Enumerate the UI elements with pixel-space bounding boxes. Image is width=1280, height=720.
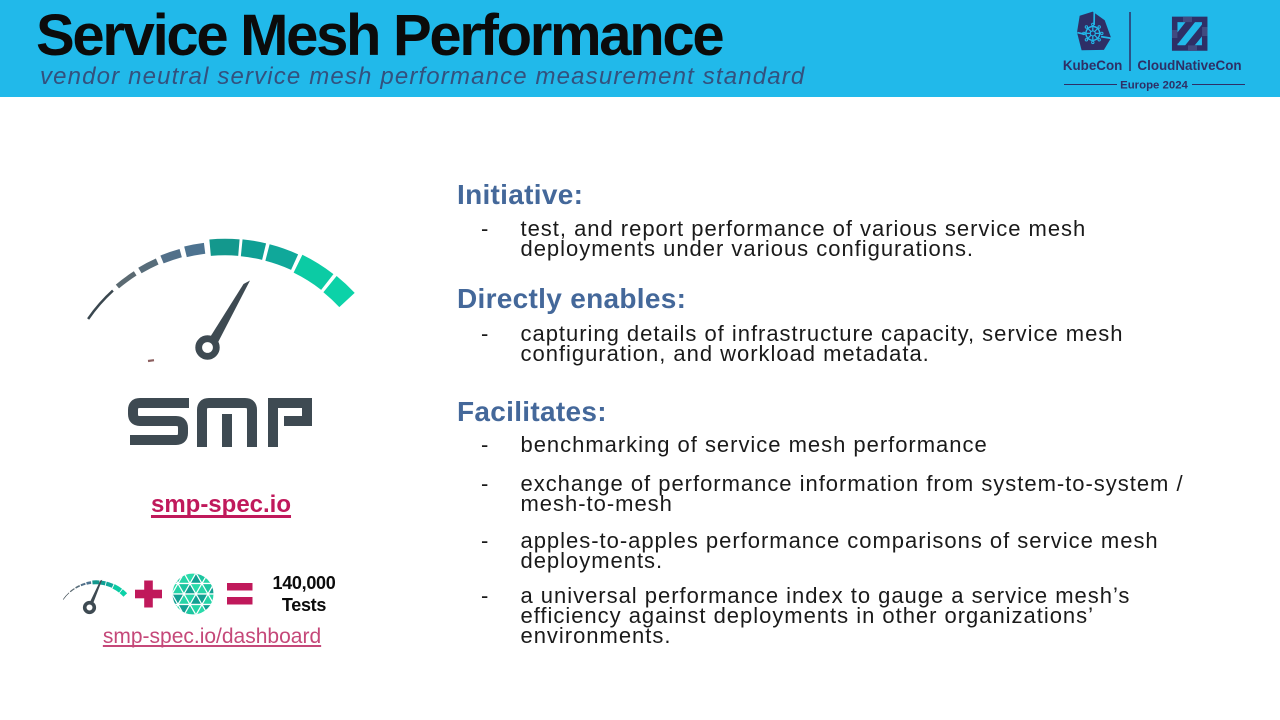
svg-text:CloudNativeCon: CloudNativeCon bbox=[1137, 58, 1241, 73]
svg-text:Europe 2024: Europe 2024 bbox=[1120, 80, 1188, 92]
svg-text:KubeCon: KubeCon bbox=[1063, 58, 1123, 73]
